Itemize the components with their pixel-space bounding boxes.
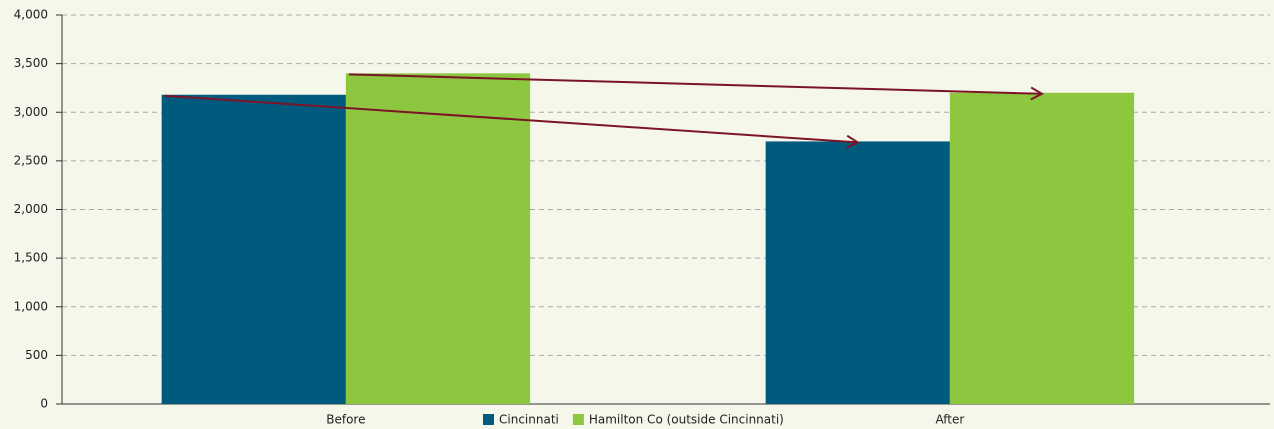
y-tick-label: 2,500 xyxy=(14,153,48,167)
bar xyxy=(161,94,346,405)
legend-swatch xyxy=(572,414,584,425)
legend-swatch xyxy=(483,414,494,425)
legend-label: Cincinnati xyxy=(499,413,559,427)
y-tick-label: 500 xyxy=(25,348,48,362)
bar xyxy=(765,141,950,405)
x-tick-label: Before xyxy=(326,413,365,427)
y-tick-label: 4,000 xyxy=(14,8,48,22)
y-tick-label: 1,000 xyxy=(14,299,48,313)
y-tick-label: 0 xyxy=(40,397,48,411)
y-tick-label: 2,000 xyxy=(14,202,48,216)
y-tick-label: 1,500 xyxy=(14,251,48,265)
x-tick-label: After xyxy=(935,413,964,427)
y-tick-label: 3,000 xyxy=(14,105,48,119)
bar xyxy=(345,73,531,404)
legend-label: Hamilton Co (outside Cincinnati) xyxy=(589,413,784,427)
trend-arrow xyxy=(348,73,1042,93)
bar xyxy=(949,92,1135,405)
y-tick-label: 3,500 xyxy=(14,56,48,70)
trend-arrow xyxy=(164,94,858,143)
